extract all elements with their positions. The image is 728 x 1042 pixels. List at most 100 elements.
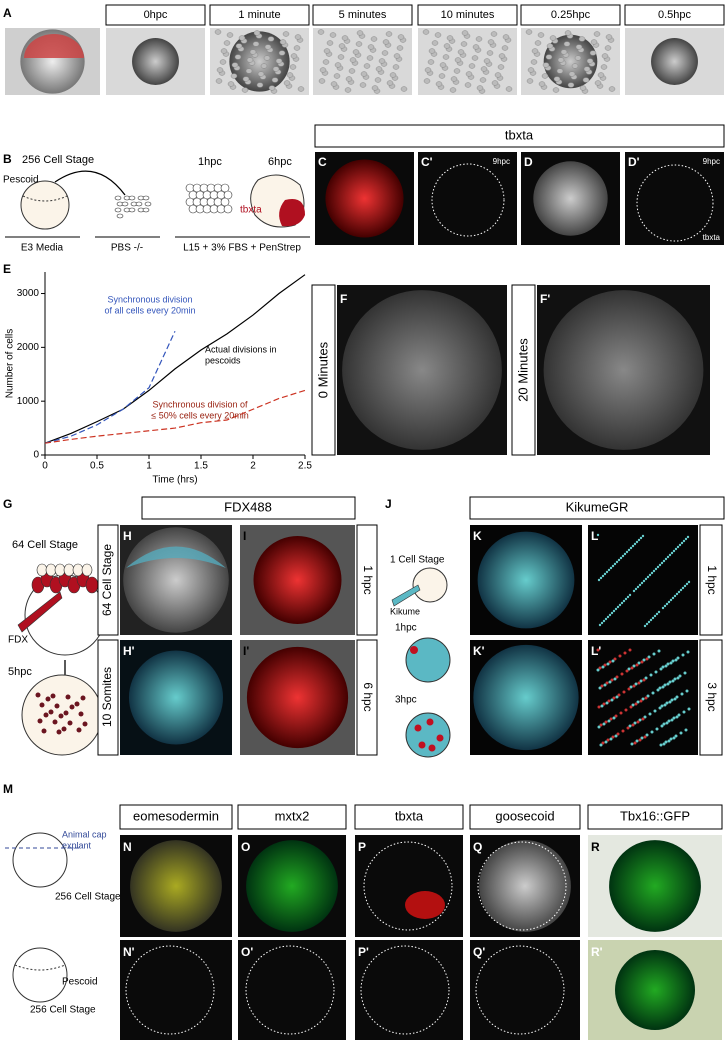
label-box [699,639,723,756]
cell [422,29,430,35]
panel-letter: C [318,155,327,169]
panel-letter: Q' [473,945,485,959]
cell [423,78,431,84]
cell [604,45,612,51]
nucleus [664,740,668,744]
nucleus [611,659,615,663]
label: KikumeGR [566,499,629,514]
nucleus [639,536,643,540]
cell [230,73,238,79]
cell [446,35,454,41]
panel-letter: B [3,152,12,166]
nucleus [677,713,681,717]
nucleus [601,574,605,578]
nucleus [677,590,681,594]
nucleus [609,717,613,721]
nucleus [640,660,644,664]
labeled-cell [428,744,436,752]
panel-letter: F' [540,292,550,306]
labeled-cell [35,692,41,698]
cell [472,44,480,50]
cell [256,82,264,88]
outline [636,164,714,242]
label-box [469,496,725,520]
nucleus [605,681,609,685]
nucleus [639,699,643,703]
nucleus [673,697,677,701]
cell [457,49,465,55]
nucleus [638,583,642,587]
label-box [354,804,464,830]
cell [392,64,400,70]
cell [431,40,439,46]
cell [322,59,330,65]
specimen [342,290,502,450]
embryo [405,637,451,683]
nucleus [633,741,637,745]
nucleus [652,569,656,573]
cell [223,40,231,46]
nucleus [644,577,648,581]
nucleus [679,588,683,592]
nucleus [637,661,641,665]
nucleus [666,682,670,686]
cell [318,78,326,84]
nucleus [682,710,686,714]
cell [546,43,554,49]
nucleus [658,686,662,690]
nucleus [616,605,620,609]
nucleus [608,660,612,664]
nucleus [618,654,622,658]
nucleus [651,616,655,620]
arrow [54,170,126,196]
specimen [132,38,179,85]
label-box [587,804,723,830]
nucleus [625,550,629,554]
cell [271,77,279,83]
nucleus [629,546,633,550]
nucleus [602,722,606,726]
nucleus [664,664,668,668]
panel-letter: O' [241,945,253,959]
nucleus [672,736,676,740]
embryo [20,180,70,230]
nucleus [657,610,661,614]
label: 9hpc [703,157,720,166]
nucleus [662,722,666,726]
y-tick-label: 1000 [17,396,40,407]
nucleus [645,733,649,737]
cell [491,80,499,86]
label-box [97,524,119,636]
panel-letter: G [3,497,12,511]
nucleus [632,589,636,593]
label: 64 Cell Stage [12,539,78,551]
nucleus [633,721,637,725]
nucleus [615,695,619,699]
labeled-cell [436,734,444,742]
nucleus [670,718,674,722]
cell [356,30,364,36]
cell [397,34,405,40]
label: 5 minutes [339,9,387,21]
tbxta-signal [405,891,445,919]
panel-letter: D [524,155,533,169]
nucleus [602,702,606,706]
nucleus [653,709,657,713]
panel-letter: A [3,6,12,20]
cell [571,63,579,69]
nucleus [659,667,663,671]
cell [465,71,473,77]
nucleus [615,560,619,564]
nucleus [627,548,631,552]
nucleus [620,672,624,676]
nucleus [684,728,688,732]
nucleus [636,720,640,724]
cell [475,36,483,42]
specimen [651,38,698,85]
nucleus [610,698,614,702]
cell [323,48,331,54]
nucleus [663,683,667,687]
label-box [237,804,347,830]
label: 1 hpc [361,565,375,594]
nucleus [629,685,633,689]
